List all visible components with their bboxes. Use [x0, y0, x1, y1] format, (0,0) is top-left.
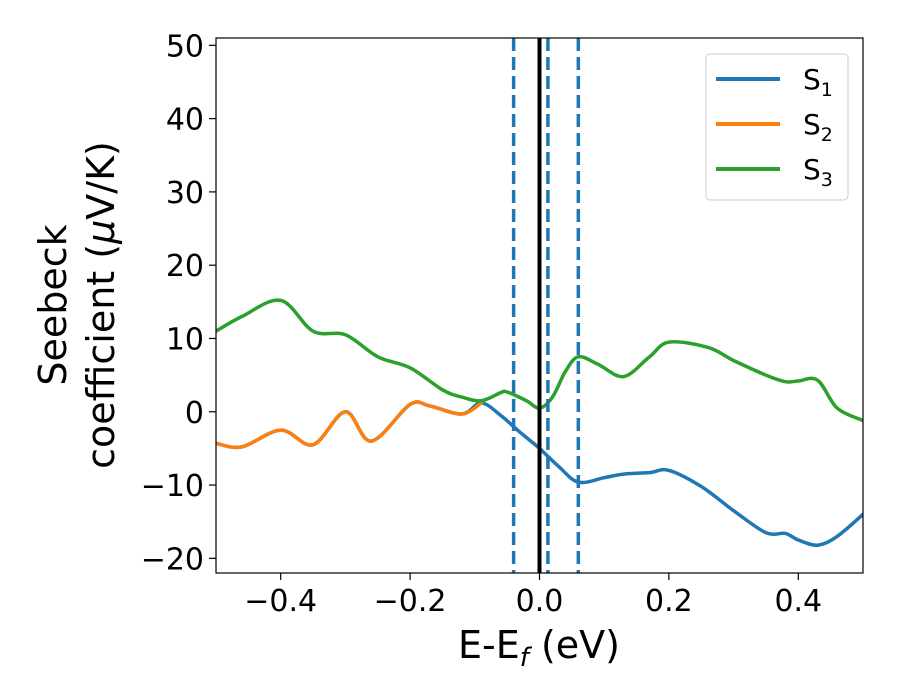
y-tick-label: −20 — [141, 542, 204, 577]
legend: S1 S2 S3 — [705, 53, 849, 201]
y-axis-title-line1: Seebeck — [31, 224, 75, 385]
y-axis-title-line2: coefficient (μV/K) — [79, 141, 123, 469]
y-axis-ticks: −20 −10 0 10 20 30 40 50 — [141, 29, 216, 577]
y-tick-label: 40 — [166, 103, 204, 138]
data-series — [216, 298, 863, 547]
legend-box — [705, 53, 849, 201]
reference-lines — [511, 38, 581, 573]
x-tick-label: 0.2 — [645, 584, 693, 619]
x-tick-label: 0.4 — [774, 584, 822, 619]
y-tick-label: 20 — [166, 249, 204, 284]
x-tick-label: −0.2 — [374, 584, 447, 619]
y-tick-label: 50 — [166, 29, 204, 64]
y-tick-label: −10 — [141, 469, 204, 504]
y-axis-title: Seebeck coefficient (μV/K) — [31, 141, 123, 469]
legend-label: S1 — [803, 63, 833, 101]
series-line-s3 — [216, 298, 863, 423]
x-tick-label: 0.0 — [516, 584, 564, 619]
y-tick-label: 30 — [166, 176, 204, 211]
series-line-s2 — [216, 400, 484, 450]
x-axis-ticks: −0.4 −0.2 0.0 0.2 0.4 — [244, 573, 822, 619]
y-tick-label: 0 — [185, 396, 204, 431]
x-axis-title: E-Ef (eV) — [458, 623, 620, 673]
y-tick-label: 10 — [166, 322, 204, 357]
legend-label: S3 — [803, 153, 833, 191]
x-tick-label: −0.4 — [244, 584, 317, 619]
legend-label: S2 — [803, 108, 833, 146]
